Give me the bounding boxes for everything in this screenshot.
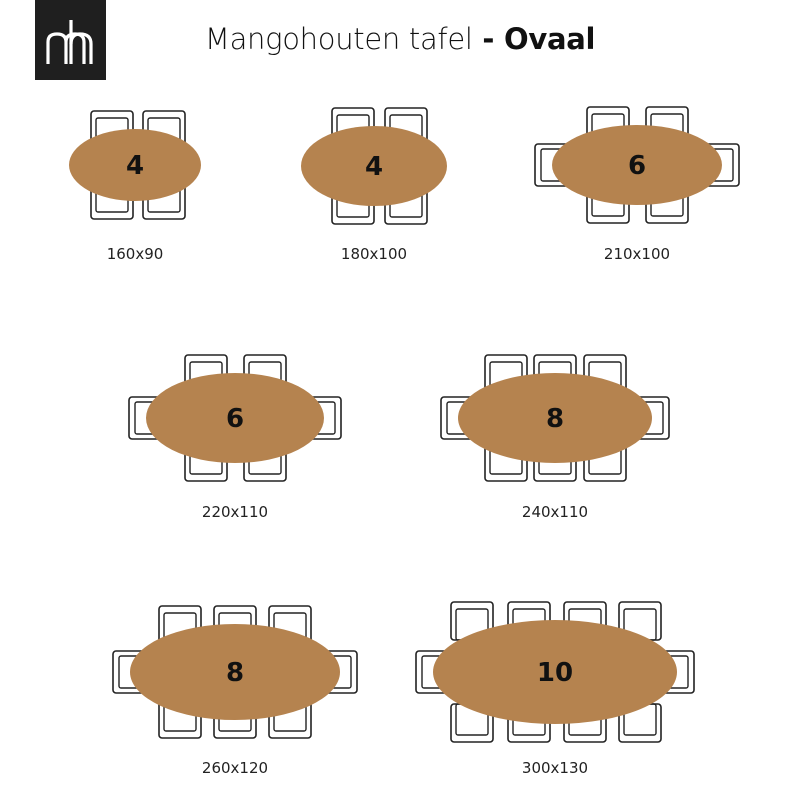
table-4-seats-160x90: 4 (69, 110, 201, 220)
oval-table-top (458, 373, 652, 463)
table-10-seats-300x130: 10 (415, 601, 695, 743)
oval-table-top (69, 129, 201, 201)
table-6-seats-220x110: 6 (128, 354, 342, 482)
mh-logo-icon (46, 20, 93, 64)
oval-table-top (301, 126, 447, 206)
page-title: Mangohouten tafel - Ovaal (0, 22, 800, 56)
brand-logo (35, 0, 106, 80)
table-size-label: 210x100 (603, 245, 671, 263)
oval-table-top (552, 125, 722, 205)
table-size-label: 260x120 (201, 759, 269, 777)
title-shape: Ovaal (503, 22, 596, 56)
seat-count: 8 (546, 404, 564, 434)
table-6-seats-210x100: 6 (534, 106, 740, 224)
table-4-seats-180x100: 4 (301, 107, 447, 225)
seat-count: 10 (537, 658, 573, 688)
title-separator: - (472, 22, 504, 56)
table-8-seats-240x110: 8 (440, 354, 670, 482)
seat-count: 8 (226, 658, 244, 688)
table-size-label: 300x130 (521, 759, 589, 777)
seat-count: 4 (365, 152, 383, 182)
title-main: Mangohouten tafel (204, 22, 473, 56)
table-size-label: 180x100 (340, 245, 408, 263)
seat-count: 6 (226, 404, 244, 434)
table-size-label: 240x110 (521, 503, 589, 521)
oval-table-top (130, 624, 340, 720)
table-8-seats-260x120: 8 (112, 605, 358, 739)
table-size-label: 160x90 (106, 245, 164, 263)
table-size-label: 220x110 (201, 503, 269, 521)
oval-table-top (146, 373, 324, 463)
seat-count: 6 (628, 151, 646, 181)
oval-table-top (433, 620, 677, 724)
seat-count: 4 (126, 151, 144, 181)
